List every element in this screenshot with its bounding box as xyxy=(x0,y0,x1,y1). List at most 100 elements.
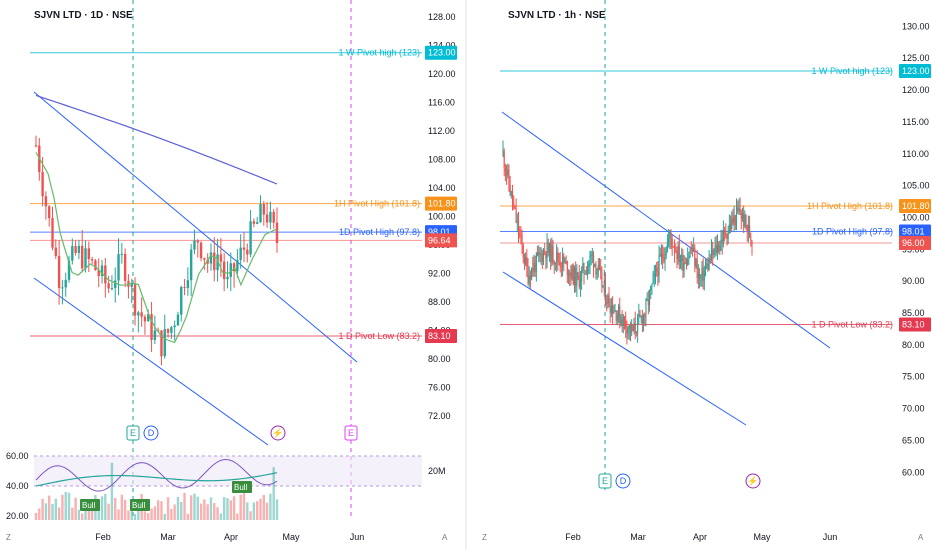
candle-body xyxy=(97,270,100,276)
pivot-level-badge xyxy=(899,224,931,239)
candle-body xyxy=(710,249,713,262)
candle-body xyxy=(216,254,219,271)
candle-body xyxy=(137,312,140,316)
right-price-tick: 105.00 xyxy=(902,181,930,191)
volume-bar xyxy=(110,462,114,520)
volume-bar xyxy=(269,493,272,520)
candle-body xyxy=(726,235,728,239)
right-price-tick: 100.00 xyxy=(902,212,930,222)
split-marker-glyph: ⚡ xyxy=(272,427,283,439)
candle-body xyxy=(730,224,732,230)
candle-body xyxy=(533,262,535,272)
candle-body xyxy=(677,245,679,259)
right-time-tick: Apr xyxy=(693,532,707,542)
candle-body xyxy=(562,255,564,268)
candle-body xyxy=(625,319,627,328)
candle-body xyxy=(620,319,622,323)
candle-body xyxy=(615,310,617,321)
candle-body xyxy=(193,240,196,250)
candle-body xyxy=(668,238,670,243)
candle-body xyxy=(206,259,209,264)
candle-body xyxy=(540,253,542,255)
candle-body xyxy=(693,248,695,251)
left-price-tick: 116.00 xyxy=(428,98,455,108)
candle-body xyxy=(722,230,724,244)
bull-tag-text: Bull xyxy=(82,501,96,510)
volume-bar xyxy=(199,503,203,520)
candle-body xyxy=(573,268,576,285)
candle-body xyxy=(506,171,508,176)
volume-bar xyxy=(222,497,226,520)
left-pivot-levels: 1 W Pivot high (123) 123.00 1H Pivot High … xyxy=(30,45,457,344)
left-price-tick: 124.00 xyxy=(428,41,456,51)
candle-body xyxy=(675,251,677,253)
candle-body xyxy=(507,169,509,176)
volume-bar xyxy=(262,494,265,520)
candle-body xyxy=(660,253,663,257)
candle-body xyxy=(117,254,120,281)
candle-body xyxy=(595,263,597,275)
candle-body xyxy=(682,254,684,271)
candle-body xyxy=(252,221,256,224)
left-price-axis: 128.00 124.00 120.00 116.00 112.00 108.00 104.… xyxy=(428,12,456,421)
pivot-level-label: 1 W Pivot high (123) xyxy=(811,66,893,76)
right-chart-title: SJVN LTD · 1h · NSE xyxy=(508,10,606,21)
candle-body xyxy=(709,258,711,262)
pivot-level-badge-text: 101.80 xyxy=(902,201,930,211)
candle-body xyxy=(706,263,708,268)
candle-body xyxy=(71,246,74,261)
right-price-tick: 80.00 xyxy=(902,340,925,350)
candle-body xyxy=(735,207,738,226)
volume-bar xyxy=(183,492,186,520)
candle-body xyxy=(160,330,163,357)
candle-body xyxy=(173,325,176,328)
right-candles xyxy=(502,140,753,345)
candle-body xyxy=(153,330,157,340)
candle-body xyxy=(577,272,579,276)
candle-body xyxy=(513,203,515,206)
bull-tag-text: Bull xyxy=(132,501,146,510)
candle-body xyxy=(567,275,570,277)
volume-bar xyxy=(74,497,77,520)
right-time-tick: Feb xyxy=(565,532,581,542)
candle-body xyxy=(610,305,612,314)
volume-bar xyxy=(127,510,130,520)
left-price-tick: 80.00 xyxy=(428,354,451,364)
dividend-marker-text: D xyxy=(148,428,155,438)
candle-body xyxy=(81,245,84,269)
pivot-level-badge-text: 101.80 xyxy=(428,199,456,209)
candle-body xyxy=(229,263,232,277)
candle-body xyxy=(537,253,539,256)
candle-body xyxy=(608,295,610,308)
candle-body xyxy=(702,267,704,281)
candle-body xyxy=(222,261,226,280)
volume-bar xyxy=(160,501,163,520)
volume-bar xyxy=(196,496,199,520)
volume-bar xyxy=(186,513,190,520)
pivot-level-badge xyxy=(425,196,457,211)
volume-bar xyxy=(123,499,127,520)
volume-bar xyxy=(229,500,232,520)
candle-body xyxy=(745,214,747,225)
volume-bar xyxy=(117,509,120,520)
candle-body xyxy=(575,268,577,286)
volume-bar xyxy=(232,496,236,520)
volume-bar xyxy=(219,513,223,520)
earnings-marker xyxy=(598,473,612,489)
candle-body xyxy=(623,316,626,320)
candle-body xyxy=(57,255,61,289)
candle-body xyxy=(61,287,64,289)
left-time-tick: Feb xyxy=(95,532,111,542)
candle-body xyxy=(74,246,77,253)
candle-body xyxy=(746,224,748,232)
candle-body xyxy=(51,218,54,248)
candle-body xyxy=(740,213,742,219)
candle-body xyxy=(696,259,698,278)
volume-bar xyxy=(242,493,246,520)
candle-body xyxy=(627,329,629,334)
candle-body xyxy=(143,316,147,322)
volume-bar xyxy=(259,498,262,520)
volume-bar xyxy=(166,497,170,520)
volume-bar xyxy=(87,507,91,520)
oscillator-band xyxy=(34,456,422,486)
